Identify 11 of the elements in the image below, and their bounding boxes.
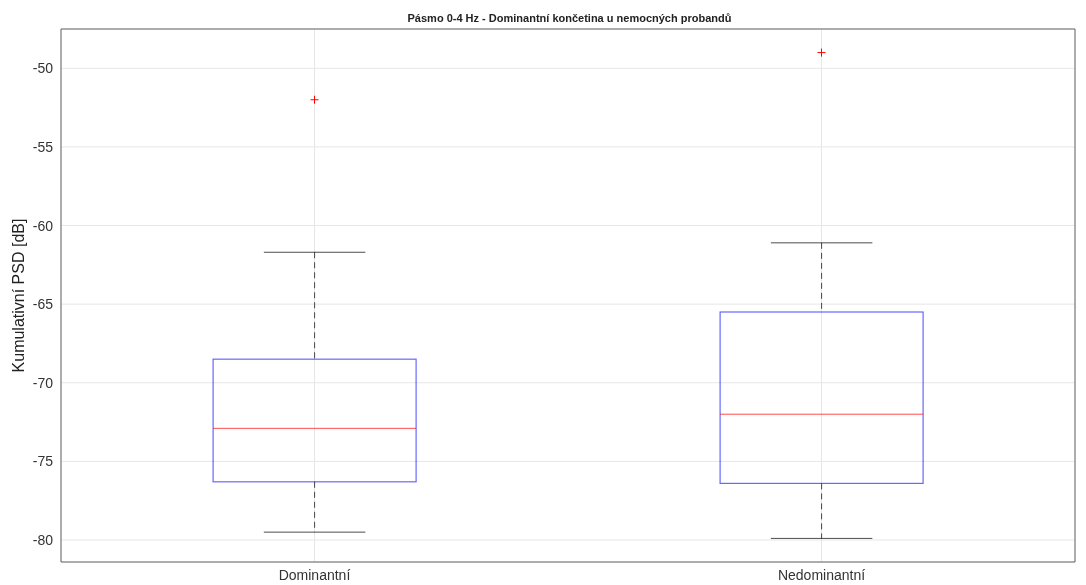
- x-tick-label: Nedominantní: [777, 566, 866, 583]
- y-axis-title: Kumulativní PSD [dB]: [9, 218, 27, 373]
- chart-title: Pásmo 0-4 Hz - Dominantní končetina u nemocných probandů: [406, 12, 733, 24]
- y-tick-label: -80: [32, 531, 54, 548]
- y-tick-label: -55: [32, 138, 54, 155]
- y-tick-label: -50: [32, 60, 54, 77]
- y-tick-label: -65: [32, 296, 54, 313]
- y-tick-label: -75: [32, 453, 54, 470]
- y-tick-label: -60: [32, 217, 54, 234]
- x-tick-label: Dominantní: [278, 566, 351, 583]
- y-tick-label: -70: [32, 374, 54, 391]
